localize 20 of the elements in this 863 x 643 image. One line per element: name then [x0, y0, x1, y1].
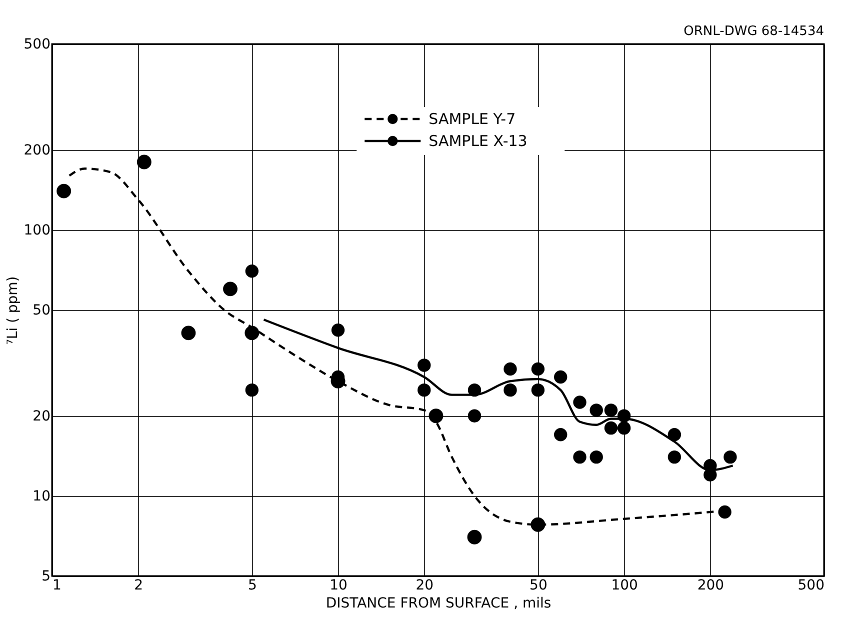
x-tick-label: 200	[697, 578, 724, 594]
x-tick-label: 500	[798, 578, 824, 594]
x-tick-label: 10	[330, 578, 348, 594]
y-axis-title: ⁷Li ( ppm)	[4, 276, 21, 345]
x-tick-label: 20	[416, 578, 434, 594]
x-tick-label: 5	[248, 578, 257, 594]
text: ORNL-DWG 68-14534	[684, 24, 824, 39]
x-tick-label: 50	[530, 578, 548, 594]
legend-label: SAMPLE X-13	[428, 132, 528, 150]
y-tick-label: 20	[32, 408, 50, 424]
y-tick-label: 50	[32, 302, 50, 318]
x-tick-label: 100	[611, 578, 638, 594]
y-tick-label: 10	[32, 488, 50, 504]
x-axis-title: DISTANCE FROM SURFACE , mils	[326, 596, 552, 612]
legend-label: SAMPLE Y-7	[428, 110, 516, 128]
x-tick-label: 2	[134, 578, 144, 594]
y-tick-label: 500	[24, 36, 50, 52]
y-tick-label: 200	[24, 142, 50, 158]
x-tick-label: 1	[52, 578, 62, 594]
y-tick-label: 100	[24, 222, 50, 238]
